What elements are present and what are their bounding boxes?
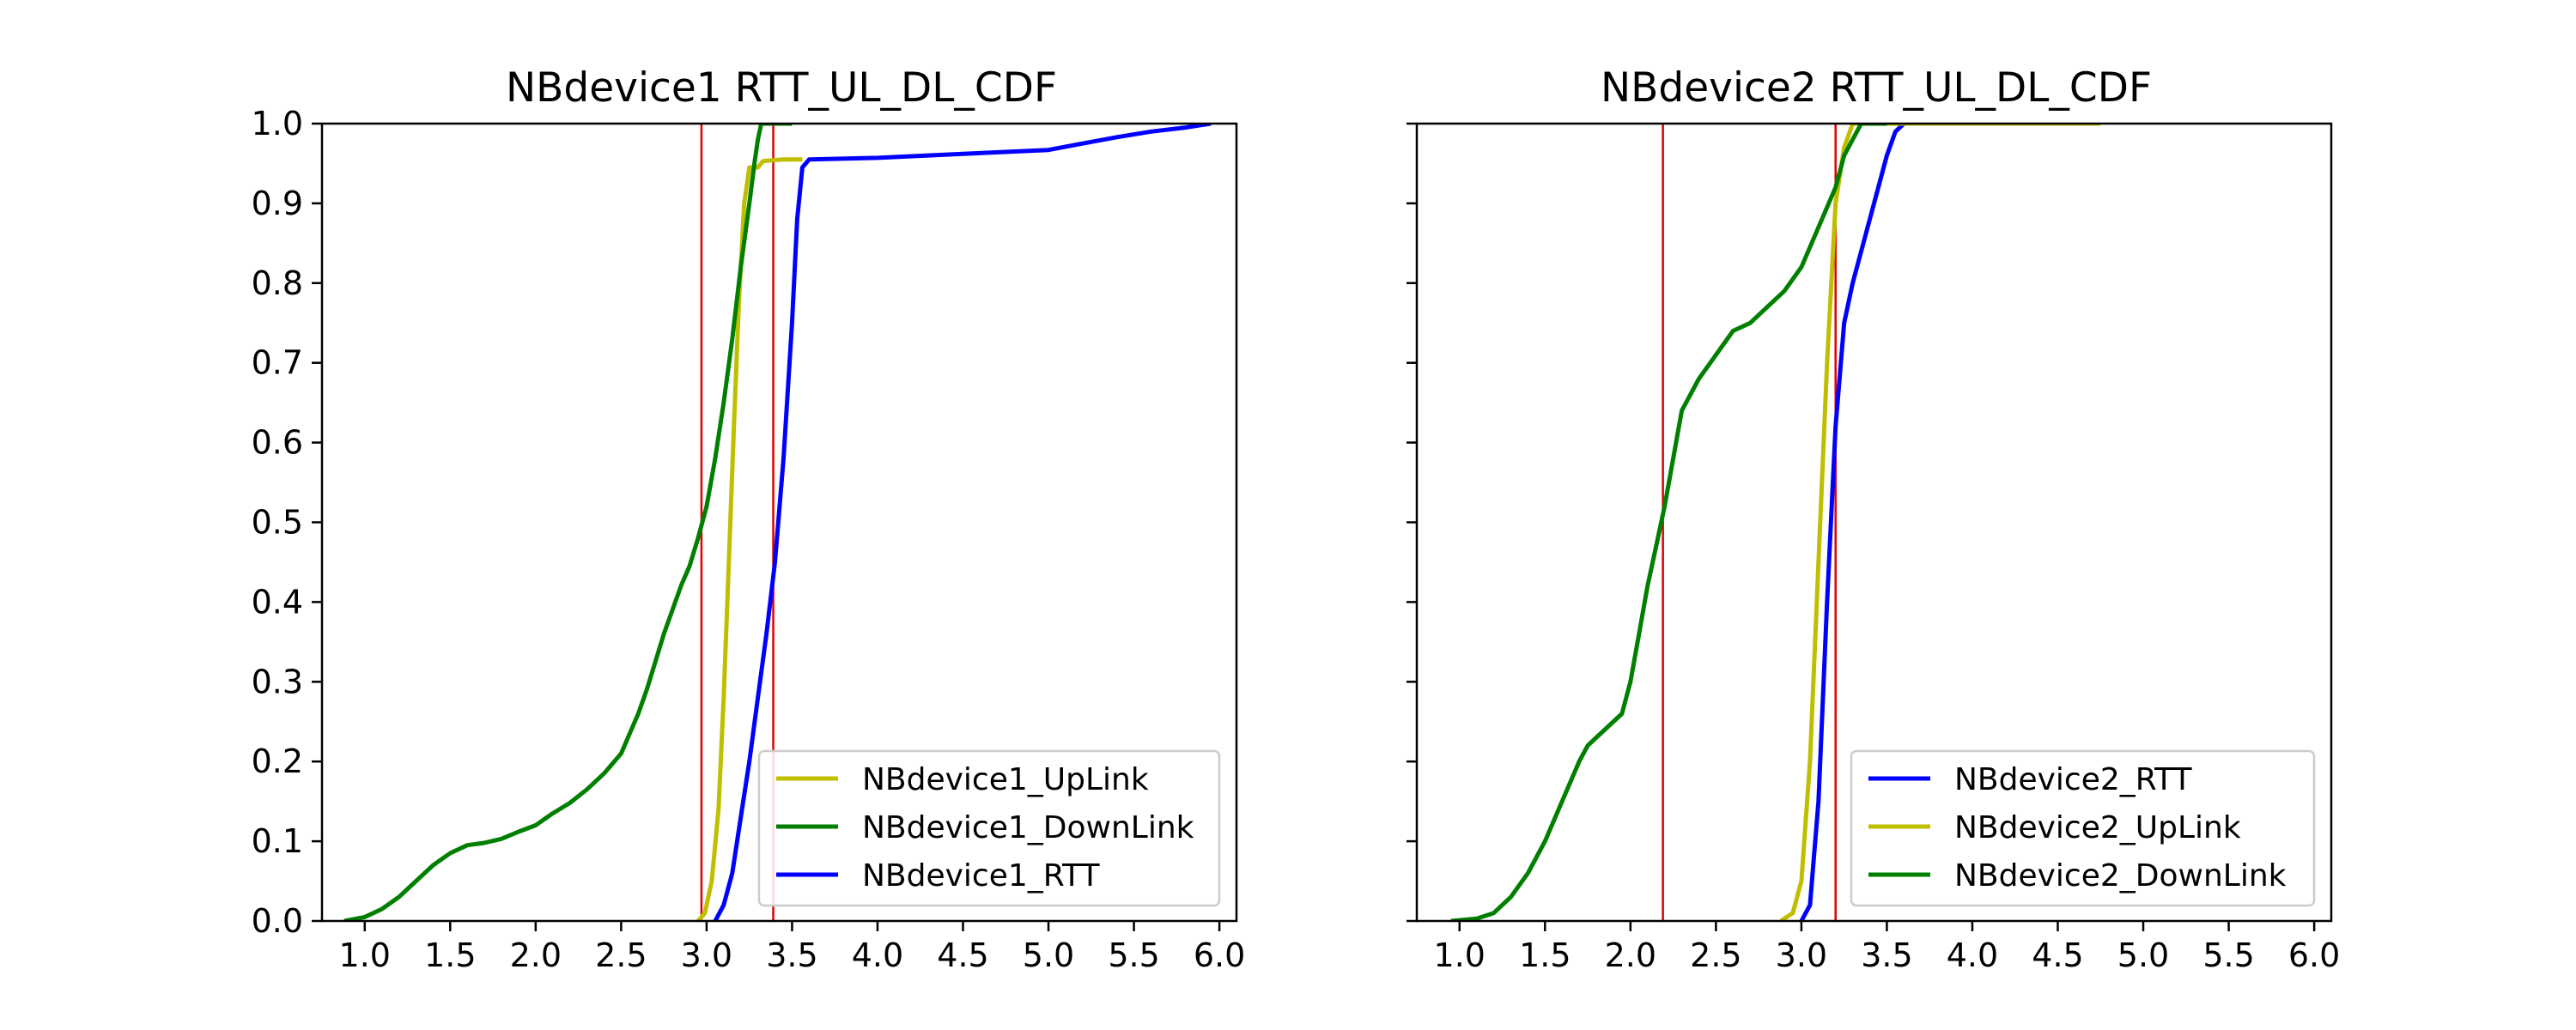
x-tick-label: 1.0 bbox=[1434, 936, 1485, 974]
x-tick-label: 1.5 bbox=[424, 936, 476, 974]
series-line-NBdevice1_UpLink bbox=[696, 157, 803, 921]
x-tick-label: 3.5 bbox=[766, 936, 817, 974]
legend-label: NBdevice1_RTT bbox=[862, 858, 1101, 894]
y-tick-label: 0.3 bbox=[252, 663, 303, 700]
x-tick-label: 2.0 bbox=[510, 936, 562, 974]
chart-nbdevice2: NBdevice2 RTT_UL_DL_CDF 1.0 1.5 2.0 2.5 3.0 3… bbox=[1406, 64, 2340, 974]
x-tick-label: 2.5 bbox=[1690, 936, 1741, 974]
y-tick-label: 0.2 bbox=[252, 742, 303, 780]
plot-area: 1.0 1.5 2.0 2.5 3.0 3.5 4.0 4.5 5.0 5.5 6.0 NBdevic… bbox=[1406, 122, 2340, 974]
legend-label: NBdevice2_DownLink bbox=[1954, 858, 2287, 894]
series-line-NBdevice1_RTT bbox=[713, 124, 1212, 921]
y-tick-label: 0.6 bbox=[252, 424, 303, 462]
series-line-NBdevice2_RTT bbox=[1799, 124, 2058, 921]
x-tick-label: 1.0 bbox=[339, 936, 391, 974]
x-tick-label: 4.0 bbox=[852, 936, 903, 974]
x-tick-label: 1.5 bbox=[1519, 936, 1571, 974]
legend-label: NBdevice2_UpLink bbox=[1954, 810, 2241, 845]
chart-title: NBdevice1 RTT_UL_DL_CDF bbox=[506, 64, 1057, 112]
x-tick-label: 6.0 bbox=[1194, 936, 1245, 974]
legend-label: NBdevice1_UpLink bbox=[862, 762, 1149, 797]
chart-title: NBdevice2 RTT_UL_DL_CDF bbox=[1601, 64, 2152, 112]
legend-box bbox=[1850, 749, 2316, 907]
y-tick-label: 0.1 bbox=[252, 822, 303, 860]
x-tick-label: 4.0 bbox=[1947, 936, 1998, 974]
x-tick-label: 3.5 bbox=[1861, 936, 1912, 974]
legend-label: NBdevice1_DownLink bbox=[862, 810, 1194, 845]
x-tick-label: 4.5 bbox=[2032, 936, 2083, 974]
series-line-NBdevice2_DownLink bbox=[1450, 124, 1887, 921]
x-tick-label: 2.5 bbox=[595, 936, 647, 974]
x-tick-label: 5.0 bbox=[1023, 936, 1074, 974]
y-tick-label: 1.0 bbox=[252, 105, 303, 142]
x-tick-label: 5.5 bbox=[2202, 936, 2254, 974]
series-line-NBdevice1_DownLink bbox=[343, 124, 793, 921]
x-tick-label: 3.0 bbox=[681, 936, 732, 974]
plot-area: 1.0 1.5 2.0 2.5 3.0 3.5 4.0 4.5 5.0 5.5 6.0 0.0 0.1 0… bbox=[252, 105, 1246, 974]
series-line-NBdevice2_UpLink bbox=[1779, 124, 2101, 921]
x-tick-label: 2.0 bbox=[1605, 936, 1656, 974]
x-tick-label: 4.5 bbox=[937, 936, 988, 974]
legend: NBdevice2_RTT NBdevice2_UpLink NBdevice2_D… bbox=[1850, 749, 2316, 907]
y-tick-label: 0.9 bbox=[252, 185, 303, 222]
legend-label: NBdevice2_RTT bbox=[1954, 762, 2193, 797]
series-layer bbox=[343, 124, 1212, 921]
x-tick-label: 5.0 bbox=[2117, 936, 2169, 974]
y-tick-label: 0.0 bbox=[252, 902, 303, 940]
y-tick-label: 0.8 bbox=[252, 264, 303, 302]
y-tick-label: 0.5 bbox=[252, 504, 303, 542]
y-tick-label: 0.7 bbox=[252, 344, 303, 382]
x-tick-label: 3.0 bbox=[1776, 936, 1827, 974]
x-tick-label: 5.5 bbox=[1108, 936, 1159, 974]
x-tick-label: 6.0 bbox=[2288, 936, 2340, 974]
chart-nbdevice1: NBdevice1 RTT_UL_DL_CDF 1.0 1.5 2.0 2.5 3.0 3… bbox=[252, 64, 1246, 974]
y-tick-label: 0.4 bbox=[252, 583, 303, 621]
legend-box bbox=[757, 749, 1221, 907]
series-layer bbox=[1450, 124, 2101, 921]
legend: NBdevice1_UpLink NBdevice1_DownLink NBdevi… bbox=[757, 749, 1221, 907]
